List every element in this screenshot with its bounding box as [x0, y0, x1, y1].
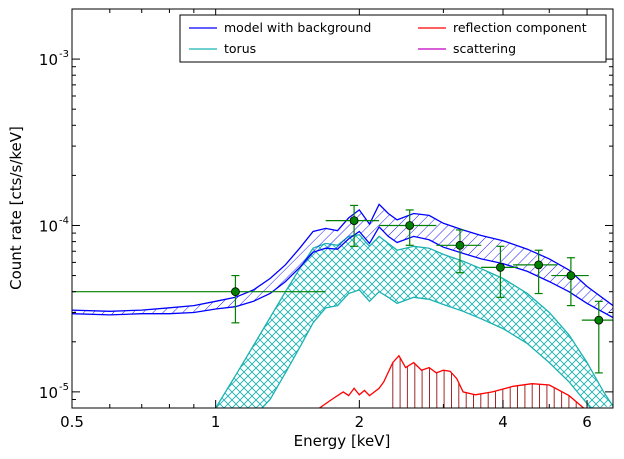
data-point	[72, 274, 326, 324]
y-tick-exponent: -4	[59, 215, 69, 226]
data-point	[436, 229, 482, 274]
data-point	[325, 204, 380, 247]
y-tick-label: 10	[39, 384, 58, 402]
x-tick-label: 0.5	[60, 413, 84, 431]
legend-label-torus: torus	[224, 41, 256, 56]
y-tick-exponent: -5	[59, 382, 69, 393]
data-point	[481, 245, 519, 298]
data-marker	[405, 221, 415, 230]
data-marker	[349, 216, 359, 225]
y-tick-label: 10	[39, 217, 58, 235]
torus-upper-line	[215, 234, 613, 408]
legend: model with background reflection compone…	[179, 14, 607, 63]
model-lower-line	[72, 225, 613, 319]
torus-band-fill	[215, 234, 613, 408]
torus-lower-line	[261, 289, 592, 408]
y-axis-label: Count rate [cts/s/keV]	[7, 126, 25, 290]
x-tick-label: 6	[582, 413, 592, 431]
data-marker	[231, 287, 240, 297]
data-point	[513, 249, 558, 295]
data-marker	[455, 240, 465, 250]
y-tick-label: 10	[39, 51, 58, 69]
x-tick-label: 4	[498, 413, 508, 431]
data-point	[551, 257, 589, 307]
data-marker	[594, 315, 604, 325]
x-axis-label: Energy [keV]	[294, 432, 391, 450]
data-marker	[534, 260, 544, 270]
model-upper-line	[72, 203, 613, 312]
x-tick-label: 2	[355, 413, 365, 431]
x-tick-label: 1	[211, 413, 221, 431]
legend-label-model: model with background	[224, 20, 371, 35]
model-band-fill	[72, 204, 613, 318]
plot-frame	[71, 8, 614, 409]
y-tick-exponent: -3	[59, 49, 69, 60]
legend-label-reflection: reflection component	[453, 20, 587, 35]
data-point	[379, 209, 437, 246]
data-point	[581, 300, 613, 374]
legend-box	[179, 14, 607, 63]
reflection-line	[319, 354, 585, 408]
data-marker	[566, 271, 576, 280]
legend-label-scattering: scattering	[453, 41, 516, 56]
data-marker	[496, 262, 505, 272]
